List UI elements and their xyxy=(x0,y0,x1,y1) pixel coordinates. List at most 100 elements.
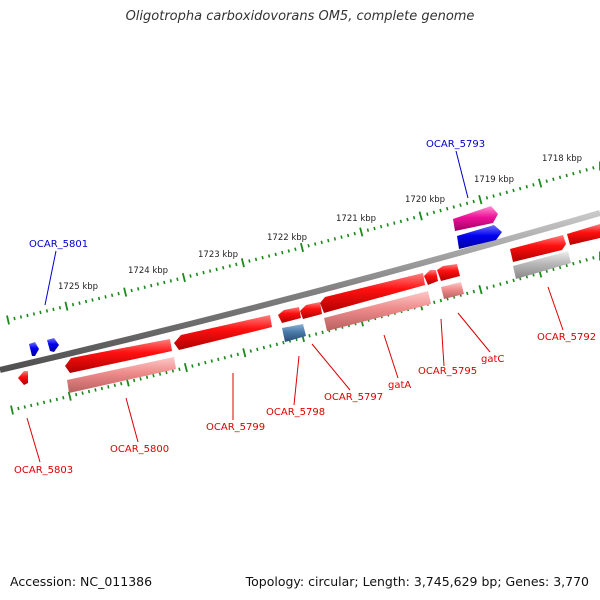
inner-minor-tick xyxy=(492,284,495,288)
outer-tick-ring xyxy=(6,161,600,325)
outer-minor-tick xyxy=(254,257,258,262)
outer-minor-tick xyxy=(572,171,575,176)
outer-major-tick xyxy=(123,287,128,297)
reverse-labels: OCAR_5792 gatC OCAR_5795 gatA OCAR_5797 … xyxy=(14,332,596,476)
label-ocar-5797[interactable]: OCAR_5797 xyxy=(324,392,383,403)
gene-ocar-5801-arrow-b[interactable] xyxy=(47,338,59,352)
gene-gatc-pink[interactable] xyxy=(441,282,464,299)
leader-ocar-5803 xyxy=(26,417,41,463)
leader-ocar-5792 xyxy=(547,286,564,331)
label-ocar-5795[interactable]: OCAR_5795 xyxy=(418,366,477,377)
inner-minor-tick xyxy=(17,406,20,411)
inner-minor-tick xyxy=(236,352,239,357)
outer-minor-tick xyxy=(373,226,376,231)
outer-minor-tick xyxy=(202,270,205,275)
label-gatc[interactable]: gatC xyxy=(481,354,504,365)
outer-minor-tick xyxy=(465,201,469,206)
leader-ocar-5795 xyxy=(440,318,445,367)
gene-gata-red[interactable] xyxy=(320,273,425,313)
outer-minor-tick xyxy=(281,250,284,255)
outer-minor-tick xyxy=(532,183,535,187)
label-gata[interactable]: gatA xyxy=(388,380,411,391)
outer-minor-tick xyxy=(71,302,75,307)
label-ocar-5800[interactable]: OCAR_5800 xyxy=(110,444,169,455)
inner-minor-tick xyxy=(472,289,476,294)
inner-tick-ring xyxy=(10,251,600,415)
leader-gata xyxy=(383,334,399,379)
outer-minor-tick xyxy=(137,287,140,291)
gene-ocar-5803[interactable] xyxy=(18,371,28,385)
outer-minor-tick xyxy=(545,179,548,183)
leader-lines xyxy=(26,150,564,463)
inner-minor-tick xyxy=(314,332,318,336)
gene-gata-pink[interactable] xyxy=(324,291,431,331)
outer-minor-tick xyxy=(215,267,218,272)
inner-minor-tick xyxy=(178,367,181,371)
gene-ocar-5798-steel[interactable] xyxy=(282,324,306,342)
label-ocar-5801[interactable]: OCAR_5801 xyxy=(29,239,88,250)
leader-ocar-5793 xyxy=(455,150,469,199)
outer-minor-tick xyxy=(97,296,101,301)
inner-minor-tick xyxy=(145,375,149,379)
outer-minor-tick xyxy=(222,266,225,270)
scale-label-1724: 1724 kbp xyxy=(128,266,168,276)
outer-minor-tick xyxy=(156,282,159,286)
inner-minor-tick xyxy=(249,349,252,353)
outer-minor-tick xyxy=(366,228,370,232)
gene-ocar-5792-gray[interactable] xyxy=(513,251,571,279)
outer-major-tick xyxy=(300,242,304,253)
inner-minor-tick xyxy=(75,392,78,397)
outer-minor-tick xyxy=(452,205,455,209)
inner-minor-tick xyxy=(499,282,502,286)
gene-ocar-5793-blue[interactable] xyxy=(457,225,502,249)
gene-ocar-5800-pink[interactable] xyxy=(67,357,176,393)
outer-minor-tick xyxy=(439,208,442,213)
outer-minor-tick xyxy=(340,235,343,239)
outer-minor-tick xyxy=(274,252,277,257)
gene-ocar-5795[interactable] xyxy=(424,270,438,285)
scale-label-1723: 1723 kbp xyxy=(198,250,238,260)
label-ocar-5793[interactable]: OCAR_5793 xyxy=(426,139,485,150)
gene-ocar-5797[interactable] xyxy=(300,302,322,319)
inner-minor-tick xyxy=(269,344,272,348)
gene-ocar-5798-red[interactable] xyxy=(278,307,301,323)
outer-minor-tick xyxy=(261,255,264,260)
outer-minor-tick xyxy=(78,301,81,305)
gene-gatc-red[interactable] xyxy=(437,264,460,281)
label-ocar-5803[interactable]: OCAR_5803 xyxy=(14,465,73,476)
inner-minor-tick xyxy=(223,356,226,360)
gene-ocar-5792-upper[interactable] xyxy=(510,235,566,262)
outer-minor-tick xyxy=(195,272,199,277)
outer-major-tick xyxy=(478,195,483,205)
outer-minor-tick xyxy=(346,233,350,238)
label-ocar-5792[interactable]: OCAR_5792 xyxy=(537,332,596,343)
outer-minor-tick xyxy=(13,316,16,321)
label-ocar-5799[interactable]: OCAR_5799 xyxy=(206,422,265,433)
scale-labels: 1718 kbp 1719 kbp 1720 kbp 1721 kbp 1722… xyxy=(58,154,582,292)
inner-minor-tick xyxy=(100,386,104,391)
genome-backbone xyxy=(0,210,600,373)
inner-minor-tick xyxy=(275,342,279,347)
outer-minor-tick xyxy=(320,240,323,245)
gene-ocar-5799[interactable] xyxy=(174,315,272,350)
inner-minor-tick xyxy=(204,360,207,365)
outer-minor-tick xyxy=(578,170,582,174)
gene-ocar-5801-arrow-a[interactable] xyxy=(29,342,39,356)
gene-ocar-5791-upper[interactable] xyxy=(567,224,600,245)
inner-major-tick xyxy=(183,362,188,373)
outer-minor-tick xyxy=(52,307,55,312)
gene-ocar-5793-magenta[interactable] xyxy=(453,206,498,231)
outer-minor-tick xyxy=(432,210,436,215)
outer-minor-tick xyxy=(327,238,330,243)
outer-minor-tick xyxy=(472,199,475,204)
inner-minor-tick xyxy=(62,396,65,400)
label-ocar-5798[interactable]: OCAR_5798 xyxy=(266,407,325,418)
outer-minor-tick xyxy=(505,190,509,195)
forward-strand-genes xyxy=(29,206,600,356)
inner-minor-tick xyxy=(585,258,588,262)
inner-minor-tick xyxy=(572,261,575,266)
inner-minor-tick xyxy=(158,372,162,376)
leader-ocar-5797 xyxy=(311,343,351,391)
gene-ocar-5800-red[interactable] xyxy=(65,339,172,373)
